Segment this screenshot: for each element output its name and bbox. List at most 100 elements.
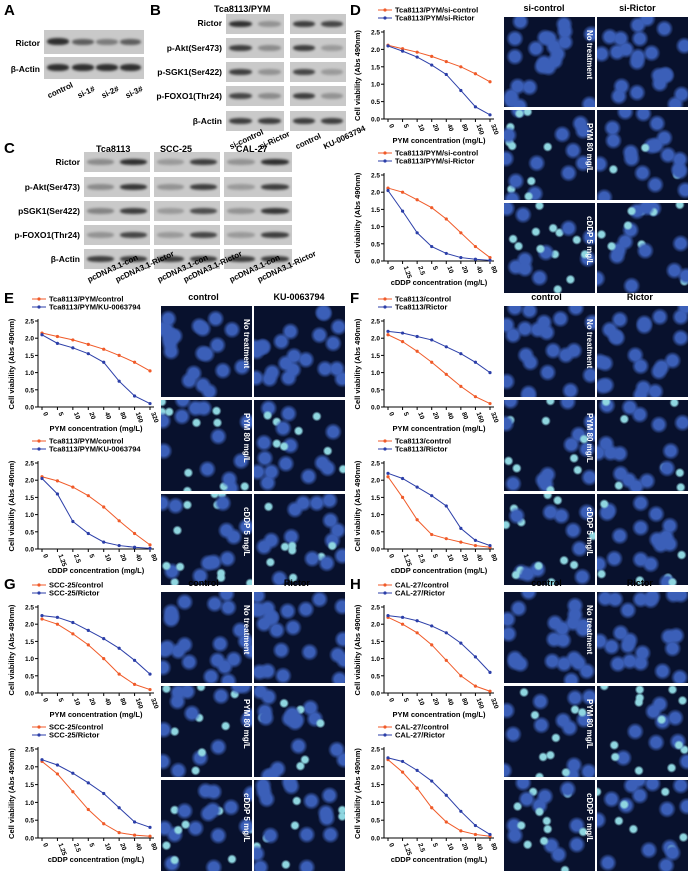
x-tick-label: 10 [416,123,425,133]
data-point [488,832,492,837]
y-tick-label: 1.5 [371,639,380,646]
series-line [41,334,151,405]
line-chart: 0.00.51.01.52.02.50 1.25 2.5 5 10 20 40 80cDDP … [353,149,498,288]
data-point [459,88,463,93]
y-axis-label: Cell viability (Abs 490nm) [353,318,362,409]
y-tick-label: 2.5 [25,319,34,326]
micrograph-image [596,202,689,294]
x-tick-label: 10 [416,697,425,707]
x-tick-label: 20 [460,842,469,852]
y-tick-label: 2.0 [25,336,34,343]
data-point [102,505,106,509]
data-point [444,72,448,77]
data-point [55,334,60,339]
data-point [86,781,90,785]
x-tick-label: 5 [402,411,410,417]
data-point [86,643,90,647]
data-point [444,820,448,824]
blot-c-box [224,201,292,221]
y-tick-label: 0.0 [25,547,34,554]
legend-entry: Tca8113/PYM/KU-0063794 [49,445,141,454]
blot-b-title: Tca8113/PYM [214,4,271,14]
x-tick-label: 40 [445,697,454,707]
data-point [102,347,106,351]
micrograph-image [596,685,689,778]
blot-c-box [154,177,220,197]
y-tick-label: 1.5 [25,782,34,789]
blot-a-actin [44,57,144,79]
data-point [55,615,60,619]
micrograph-image [253,399,346,492]
y-tick-label: 1.0 [371,800,380,807]
line-chart: 0.00.51.01.52.02.50 1.25 2.5 5 10 20 40 80cDDP … [353,437,498,576]
data-point [400,340,405,344]
data-point [488,113,492,117]
y-axis-label: Cell viability (Abs 490nm) [7,460,16,551]
x-tick-label: 40 [134,842,143,852]
blot-c-group-label: CAL-27 [236,144,268,154]
panel-c-letter: C [4,140,15,157]
micrograph-column-label: Rictor [283,578,310,588]
series-line [387,759,491,837]
data-point [459,65,463,69]
series-line [41,332,151,372]
data-point [473,360,478,364]
x-tick-label: 0 [41,697,49,703]
x-axis-label: cDDP concentration (mg/L) [391,855,488,864]
data-point [473,72,478,76]
data-point [55,763,60,767]
x-tick-label: 160 [475,123,485,136]
data-point [132,394,137,398]
data-point [430,360,434,364]
data-point [386,614,390,618]
blot-b-box [226,111,284,131]
micrograph-image [253,685,346,778]
panel-d-letter: D [350,2,361,19]
y-tick-label: 2.5 [371,461,380,468]
micrograph-image [253,493,346,586]
y-tick-label: 1.0 [371,82,380,89]
x-tick-label: 40 [103,697,112,707]
data-point [71,771,75,775]
x-tick-label: 320 [149,697,159,710]
data-point [400,47,405,51]
micrograph-column-label: si-control [523,3,565,13]
legend-entry: Tca8113/control [395,295,451,304]
data-point [55,622,60,626]
blot-a-rictor [44,30,144,54]
micrograph-image [160,305,253,398]
x-tick-label: 20 [460,553,469,563]
series-line [387,472,491,547]
micrograph-image [160,493,253,586]
x-axis-label: cDDP concentration (mg/L) [48,855,145,864]
series-line [41,761,151,837]
micrograph-column-label: control [188,292,219,302]
data-point [488,401,492,406]
micrograph-row-label: No treatment [242,319,251,369]
y-tick-label: 2.5 [371,30,380,37]
y-tick-label: 2.0 [371,336,380,343]
data-point [444,345,448,349]
x-tick-label: 0 [41,411,49,417]
micrograph-image [160,399,253,492]
y-axis-label: Cell viability (Abs 490nm) [7,748,16,839]
x-tick-label: 5 [57,697,65,703]
legend-entry: SCC-25/Rictor [49,731,100,740]
data-point [102,360,106,364]
y-tick-label: 0.0 [25,405,34,412]
y-tick-label: 0.5 [25,673,34,680]
x-tick-label: 0 [387,123,395,129]
series-line [387,44,491,83]
micrograph-row-label: PYM 80 mg/L [585,123,594,173]
data-point [459,384,463,388]
legend-entry: Tca8113/PYM/KU-0063794 [49,303,141,312]
data-point [473,538,478,542]
blot-c-row-label: β-Actin [50,254,80,264]
data-point [117,353,121,357]
x-tick-label: 40 [103,411,112,421]
blot-b-box [226,62,284,82]
x-axis-label: PYM concentration (mg/L) [393,424,486,433]
y-tick-label: 0.5 [371,99,380,106]
data-point [430,338,434,342]
legend-entry: Tca8113/PYM/si-control [395,6,478,15]
